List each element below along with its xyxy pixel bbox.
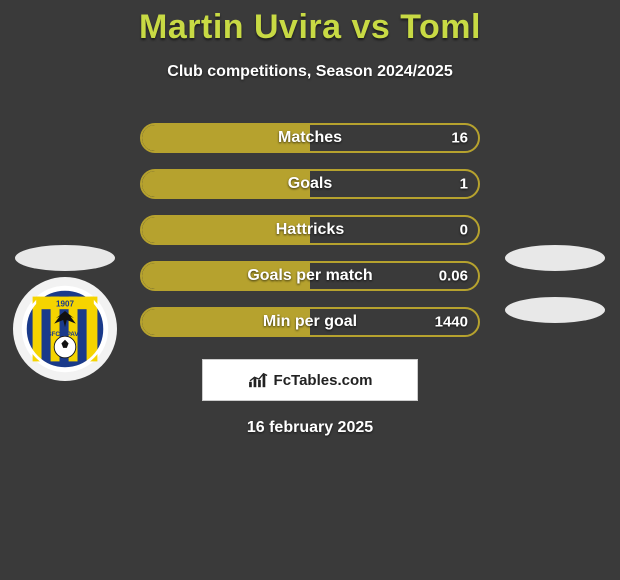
stat-bar-matches: Matches 16 (140, 123, 480, 153)
stat-row: Hattricks 0 (130, 207, 490, 253)
page-title: Martin Uvira vs Toml (0, 0, 620, 47)
right-player-column (490, 235, 620, 333)
stat-row: Goals 1 (130, 161, 490, 207)
stat-row: Goals per match 0.06 (130, 253, 490, 299)
bars-icon (248, 371, 270, 389)
left-player-column: 1907 SFC OPAVA (0, 235, 130, 389)
stat-row: Min per goal 1440 (130, 299, 490, 345)
comparison-content: 1907 SFC OPAVA Matches 16 (0, 115, 620, 437)
stat-label: Goals per match (142, 267, 478, 285)
stat-right-value: 1 (460, 176, 468, 193)
club-logo-svg: 1907 SFC OPAVA (20, 284, 110, 374)
stat-label: Hattricks (142, 221, 478, 239)
avatar-placeholder (15, 245, 115, 271)
right-club-slot (490, 287, 620, 333)
club-name: SFC OPAVA (47, 331, 83, 338)
club-logo-opava: 1907 SFC OPAVA (13, 277, 117, 381)
stat-bar-hattricks: Hattricks 0 (140, 215, 480, 245)
stat-row: Matches 16 (130, 115, 490, 161)
left-club-logo-slot: 1907 SFC OPAVA (0, 269, 130, 389)
badge-text: FcTables.com (274, 372, 373, 389)
subtitle: Club competitions, Season 2024/2025 (0, 63, 620, 81)
stat-label: Goals (142, 175, 478, 193)
stat-label: Matches (142, 129, 478, 147)
club-placeholder (505, 297, 605, 323)
avatar-placeholder (505, 245, 605, 271)
date-text: 16 february 2025 (0, 419, 620, 437)
stat-right-value: 1440 (435, 314, 468, 331)
stat-bar-mpg: Min per goal 1440 (140, 307, 480, 337)
stats-bars: Matches 16 Goals 1 Hattricks 0 (130, 115, 490, 345)
stat-right-value: 0.06 (439, 268, 468, 285)
stat-right-value: 0 (460, 222, 468, 239)
source-badge[interactable]: FcTables.com (202, 359, 418, 401)
stat-bar-gpm: Goals per match 0.06 (140, 261, 480, 291)
stat-right-value: 16 (451, 130, 468, 147)
club-year: 1907 (56, 300, 74, 309)
stat-label: Min per goal (142, 313, 478, 331)
stat-bar-goals: Goals 1 (140, 169, 480, 199)
right-avatar-slot (490, 235, 620, 281)
